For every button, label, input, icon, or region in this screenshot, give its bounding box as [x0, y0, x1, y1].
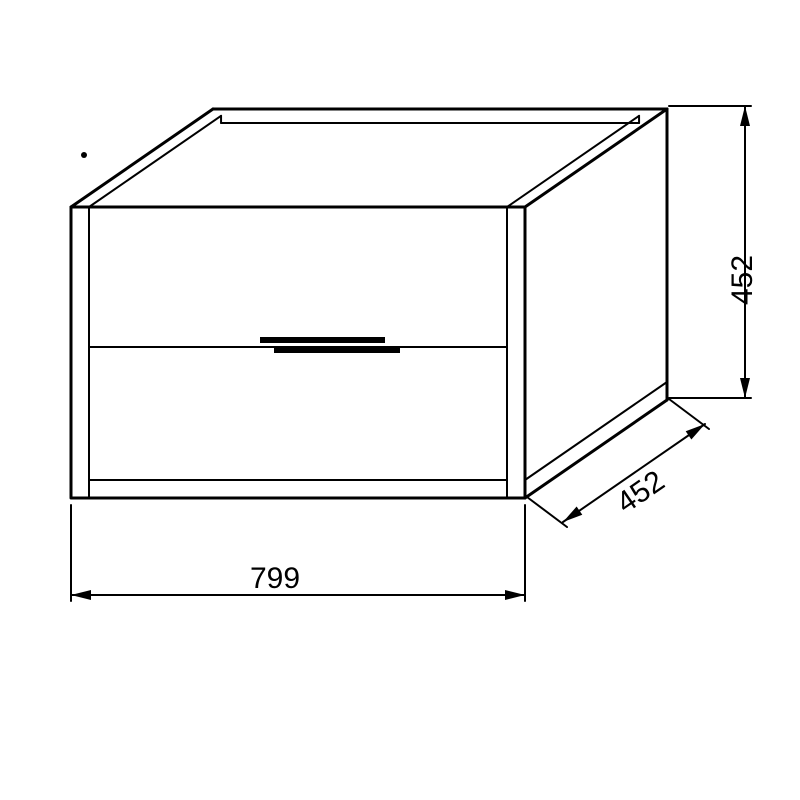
width-dimension-label: 799: [250, 562, 300, 595]
cabinet-body: [71, 109, 667, 498]
dimension-lines: [71, 106, 751, 601]
technical-drawing: 799 452 452: [0, 0, 800, 800]
height-dimension-label: 452: [726, 255, 759, 305]
depth-dimension-label: 452: [611, 464, 671, 520]
